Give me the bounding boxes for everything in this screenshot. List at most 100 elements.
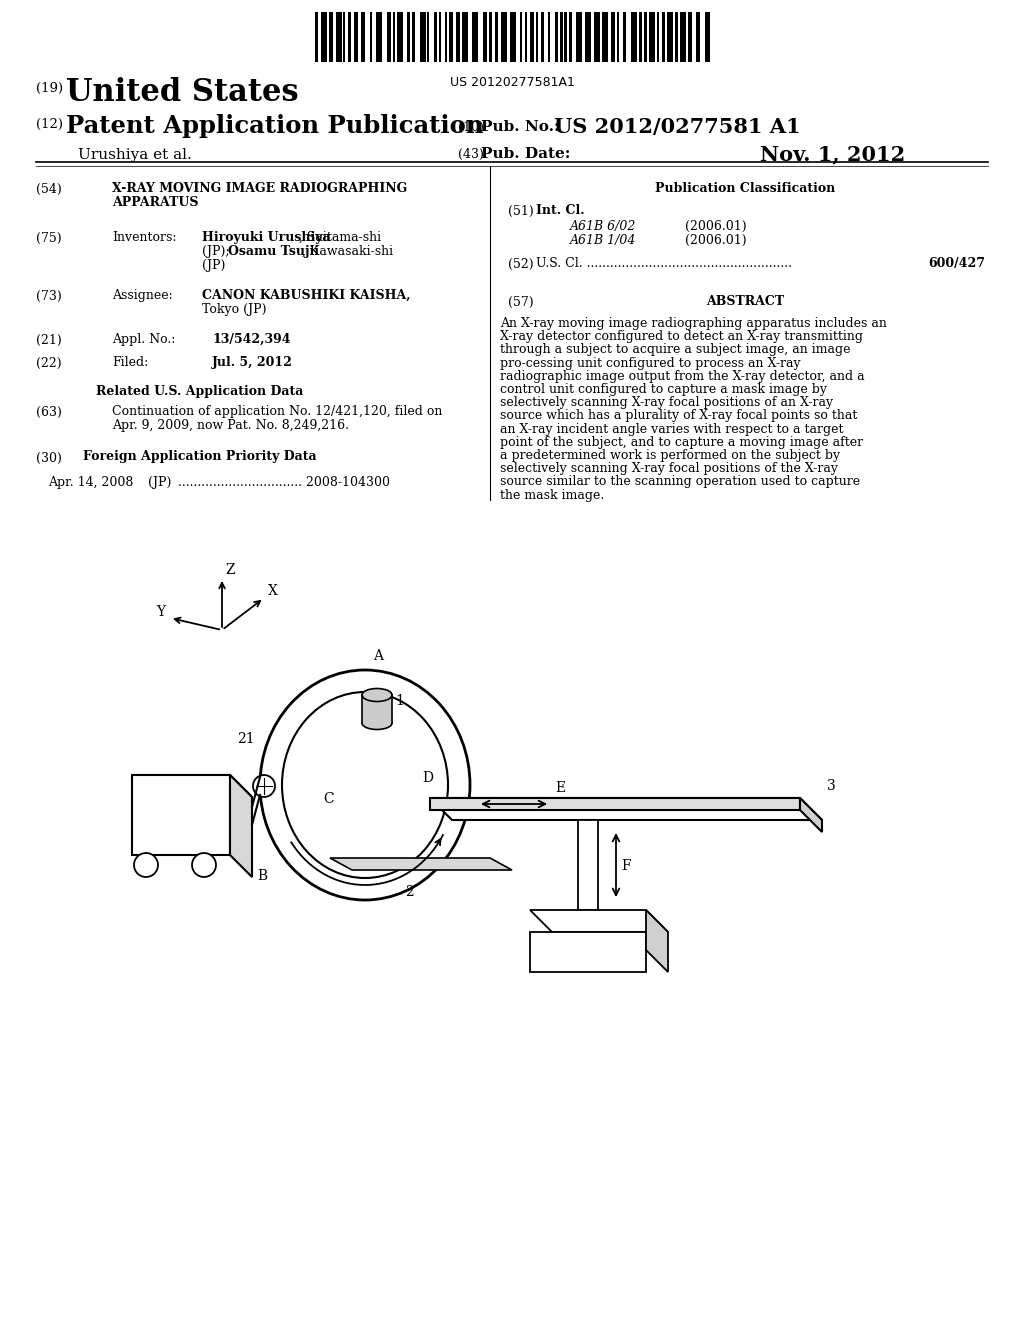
Text: Appl. No.:: Appl. No.: — [112, 333, 175, 346]
Bar — [646, 12, 648, 62]
Bar — [562, 12, 564, 62]
Text: Pub. No.:: Pub. No.: — [481, 120, 560, 135]
Text: Assignee:: Assignee: — [112, 289, 173, 302]
Bar — [498, 12, 501, 62]
Text: Apr. 14, 2008: Apr. 14, 2008 — [48, 477, 133, 488]
Text: (21): (21) — [36, 334, 61, 347]
Polygon shape — [430, 799, 822, 820]
Text: 21: 21 — [237, 733, 255, 746]
Text: Foreign Application Priority Data: Foreign Application Priority Data — [83, 450, 316, 463]
Text: Nov. 1, 2012: Nov. 1, 2012 — [760, 144, 905, 164]
Bar — [478, 12, 482, 62]
Text: 600/427: 600/427 — [928, 257, 985, 271]
Text: ................................ 2008-104300: ................................ 2008-10… — [174, 477, 390, 488]
Text: (2006.01): (2006.01) — [685, 234, 746, 247]
Text: radiographic image output from the X-ray detector, and a: radiographic image output from the X-ray… — [500, 370, 864, 383]
Ellipse shape — [282, 692, 449, 878]
Bar — [333, 12, 336, 62]
Text: (19): (19) — [36, 82, 63, 95]
Bar — [468, 12, 472, 62]
Bar — [678, 12, 680, 62]
Text: point of the subject, and to capture a moving image after: point of the subject, and to capture a m… — [500, 436, 863, 449]
Polygon shape — [132, 775, 252, 797]
Text: (63): (63) — [36, 407, 61, 418]
Text: A61B 6/02: A61B 6/02 — [570, 220, 636, 234]
Text: control unit configured to capture a mask image by: control unit configured to capture a mas… — [500, 383, 827, 396]
Text: Int. Cl.: Int. Cl. — [536, 205, 585, 216]
Bar — [665, 12, 667, 62]
Text: selectively scanning X-ray focal positions of the X-ray: selectively scanning X-ray focal positio… — [500, 462, 838, 475]
Bar — [614, 12, 616, 62]
Bar — [658, 12, 662, 62]
Text: selectively scanning X-ray focal positions of an X-ray: selectively scanning X-ray focal positio… — [500, 396, 834, 409]
Text: 13/542,394: 13/542,394 — [212, 333, 291, 346]
Text: CANON KABUSHIKI KAISHA,: CANON KABUSHIKI KAISHA, — [202, 289, 411, 302]
Bar — [492, 12, 495, 62]
Bar — [691, 12, 696, 62]
Bar — [327, 12, 329, 62]
Bar — [582, 12, 585, 62]
Bar — [567, 12, 568, 62]
Polygon shape — [530, 909, 668, 932]
Bar — [402, 12, 407, 62]
Bar — [382, 12, 386, 62]
Text: pro-cessing unit configured to process an X-ray: pro-cessing unit configured to process a… — [500, 356, 801, 370]
Text: source which has a plurality of X-ray focal points so that: source which has a plurality of X-ray fo… — [500, 409, 857, 422]
Text: an X-ray incident angle varies with respect to a target: an X-ray incident angle varies with resp… — [500, 422, 844, 436]
Text: (10): (10) — [458, 121, 484, 135]
Text: B: B — [257, 869, 267, 883]
Bar — [544, 12, 548, 62]
Text: through a subject to acquire a subject image, an image: through a subject to acquire a subject i… — [500, 343, 851, 356]
Text: (52): (52) — [508, 257, 534, 271]
Bar — [426, 12, 427, 62]
Bar — [522, 12, 525, 62]
Text: C: C — [323, 792, 334, 807]
Text: Y: Y — [156, 605, 165, 619]
Text: (43): (43) — [458, 148, 484, 161]
Bar — [637, 12, 639, 62]
Text: Z: Z — [225, 564, 234, 577]
Bar — [358, 12, 361, 62]
Bar — [530, 932, 646, 972]
Bar — [345, 12, 348, 62]
Text: Hiroyuki Urushiya: Hiroyuki Urushiya — [202, 231, 331, 244]
Text: U.S. Cl. .....................................................: U.S. Cl. ...............................… — [536, 257, 792, 271]
Text: D: D — [422, 771, 433, 785]
Text: F: F — [621, 859, 631, 873]
Text: , Kawasaki-shi: , Kawasaki-shi — [302, 246, 393, 257]
Bar — [486, 12, 488, 62]
Bar — [618, 12, 623, 62]
Text: Apr. 9, 2009, now Pat. No. 8,249,216.: Apr. 9, 2009, now Pat. No. 8,249,216. — [112, 418, 349, 432]
Text: (73): (73) — [36, 290, 61, 304]
Text: US 2012/0277581 A1: US 2012/0277581 A1 — [554, 117, 801, 137]
Text: E: E — [555, 781, 565, 795]
Text: (JP): (JP) — [202, 259, 225, 272]
Text: (75): (75) — [36, 232, 61, 246]
Text: (30): (30) — [36, 451, 61, 465]
Ellipse shape — [260, 671, 470, 900]
Text: Inventors:: Inventors: — [112, 231, 176, 244]
Ellipse shape — [362, 717, 392, 730]
Bar — [591, 12, 594, 62]
Text: Urushiya et al.: Urushiya et al. — [78, 148, 191, 162]
Bar — [447, 12, 449, 62]
Text: X-ray detector configured to detect an X-ray transmitting: X-ray detector configured to detect an X… — [500, 330, 863, 343]
Text: Tokyo (JP): Tokyo (JP) — [202, 304, 266, 315]
Text: a predetermined work is performed on the subject by: a predetermined work is performed on the… — [500, 449, 840, 462]
Bar — [673, 12, 675, 62]
Bar — [372, 12, 376, 62]
Text: the mask image.: the mask image. — [500, 488, 604, 502]
Text: Filed:: Filed: — [112, 356, 148, 370]
Text: (54): (54) — [36, 183, 61, 195]
Bar — [453, 12, 456, 62]
Bar — [415, 12, 420, 62]
Bar — [607, 12, 610, 62]
Text: Osamu Tsujii: Osamu Tsujii — [228, 246, 319, 257]
Bar — [578, 820, 598, 909]
Bar — [315, 12, 710, 62]
Bar — [390, 12, 392, 62]
Polygon shape — [646, 909, 668, 972]
Text: (51): (51) — [508, 205, 534, 218]
Bar — [538, 12, 541, 62]
Ellipse shape — [362, 689, 392, 701]
